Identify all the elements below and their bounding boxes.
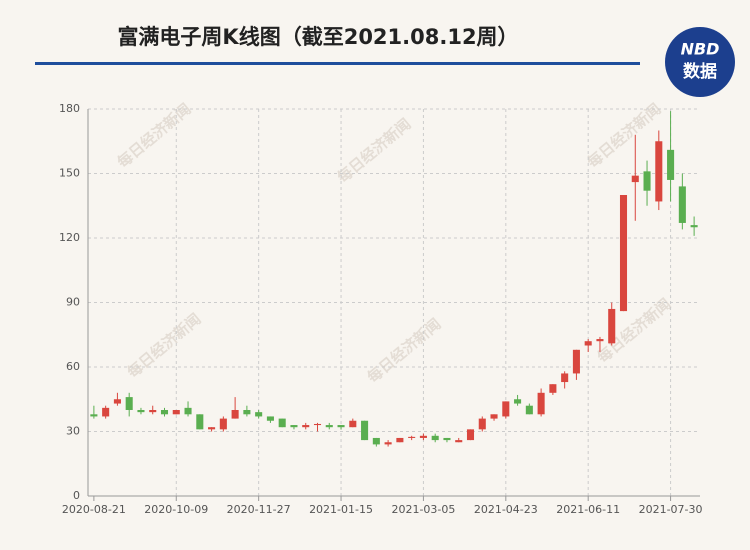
candle-body (667, 149, 675, 180)
candle-body (372, 437, 380, 445)
x-tick-label: 2020-10-09 (144, 503, 208, 516)
candle-body (219, 418, 227, 430)
x-tick-label: 2021-07-30 (639, 503, 703, 516)
candle-body (137, 410, 145, 413)
watermark: 每日经济新闻 (364, 315, 445, 387)
candle-body (431, 435, 439, 441)
watermark: 每日经济新闻 (584, 100, 665, 172)
x-tick-label: 2020-11-27 (227, 503, 291, 516)
y-tick-label: 60 (66, 360, 80, 373)
x-tick-label: 2021-04-23 (474, 503, 538, 516)
x-tick-label: 2020-08-21 (62, 503, 126, 516)
candle-body (243, 410, 251, 415)
candle-body (278, 418, 286, 428)
title-rule (35, 62, 640, 65)
candle-body (596, 339, 604, 342)
candle-body (184, 407, 192, 415)
candle-body (608, 308, 616, 344)
x-tick-label: 2021-01-15 (309, 503, 373, 516)
candle-body (113, 399, 121, 404)
candle-body (196, 414, 204, 430)
candle-body (549, 384, 557, 393)
candle-body (102, 407, 110, 417)
y-tick-label: 150 (59, 167, 80, 180)
candle-body (525, 405, 533, 415)
logo-bottom: 数据 (683, 61, 717, 82)
candle-body (619, 195, 628, 312)
candle-body (302, 425, 310, 428)
candle-body (172, 410, 180, 415)
candle-body (572, 349, 580, 374)
candle-body (231, 410, 239, 419)
candle-body (349, 420, 357, 428)
candle-body (361, 420, 369, 441)
y-tick-label: 30 (66, 425, 80, 438)
candle-body (537, 392, 545, 415)
candle-body (313, 423, 322, 426)
x-tick-label: 2021-06-11 (556, 503, 620, 516)
watermark: 每日经济新闻 (594, 295, 675, 367)
candle-body (690, 225, 698, 228)
candle-body (160, 410, 169, 415)
candle-body (125, 397, 133, 410)
y-tick-label: 180 (59, 102, 80, 115)
candle-body (325, 425, 333, 428)
candle-body (419, 435, 427, 438)
candle-body (408, 436, 416, 438)
candle-body (443, 437, 451, 441)
candle-body (384, 442, 392, 445)
watermark: 每日经济新闻 (334, 115, 415, 187)
candle-body (514, 399, 522, 404)
y-tick-label: 120 (59, 231, 80, 244)
candle-body (584, 341, 592, 346)
candle-body (90, 414, 98, 417)
candle-body (266, 416, 274, 421)
candle-body (561, 373, 569, 383)
candle-body (149, 410, 157, 413)
watermark: 每日经济新闻 (124, 310, 205, 382)
watermark: 每日经济新闻 (114, 100, 195, 172)
candle-body (502, 401, 510, 417)
x-tick-label: 2021-03-05 (391, 503, 455, 516)
y-tick-label: 0 (73, 489, 80, 502)
chart-title: 富满电子周K线图（截至2021.08.12周） (117, 25, 518, 49)
y-tick-label: 90 (66, 296, 80, 309)
candle-body (255, 412, 263, 417)
candle-body (631, 175, 639, 183)
candle-body (466, 429, 475, 441)
logo (665, 27, 735, 97)
candle-body (208, 427, 216, 430)
candle-body (396, 437, 404, 443)
candle-body (455, 440, 463, 443)
logo-top: NBD (681, 40, 720, 59)
candle-body (490, 414, 498, 419)
candle-body (655, 141, 663, 202)
candle-body (337, 425, 345, 428)
candle-body (290, 425, 298, 428)
candle-body (678, 186, 686, 223)
candle-body (478, 418, 486, 430)
candle-body (643, 171, 651, 191)
